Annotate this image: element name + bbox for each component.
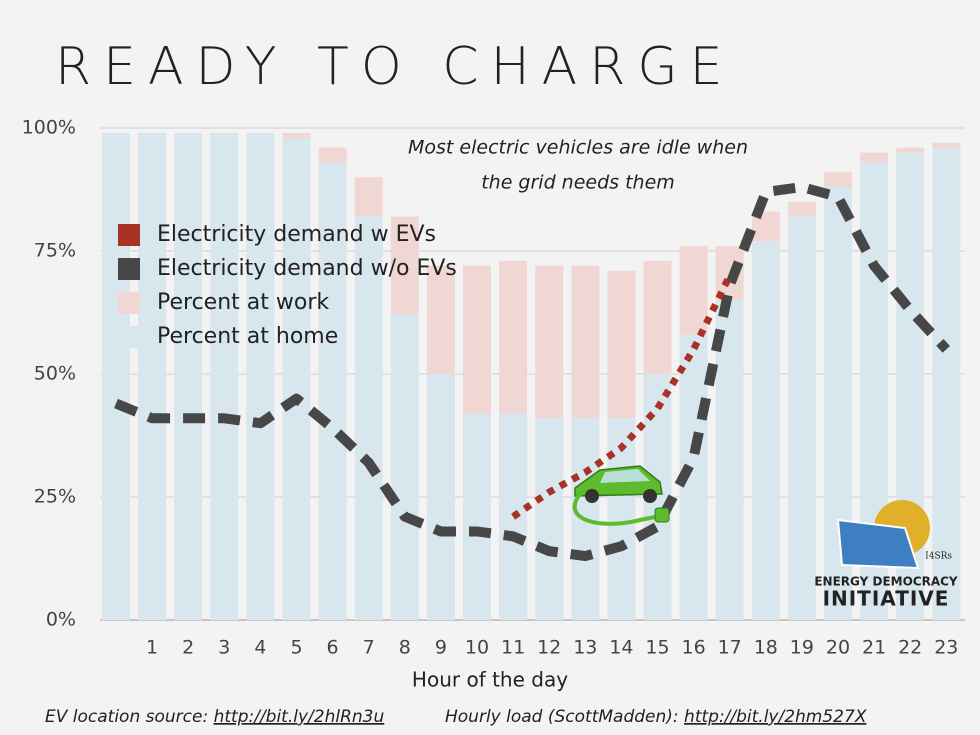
legend-label: Electricity demand w/o EVs (157, 256, 457, 281)
bar (607, 270, 636, 419)
bar (571, 265, 600, 419)
footer: EV location source: http://bit.ly/2hlRn3… (45, 707, 384, 727)
x-tick-label: 17 (718, 637, 742, 659)
chart-title: READY TO CHARGE (55, 37, 735, 97)
x-tick-label: 8 (399, 637, 411, 659)
bar (210, 132, 239, 621)
y-tick-label: 100% (22, 117, 76, 139)
bar (318, 162, 347, 620)
bar (102, 132, 130, 621)
legend-swatch (118, 224, 140, 246)
logo-text: I4SRs (925, 552, 952, 562)
grid (100, 127, 965, 621)
x-tick-label: 11 (501, 637, 525, 659)
bar (932, 142, 961, 148)
x-tick-label: 4 (254, 637, 266, 659)
x-tick-label: 2 (182, 637, 194, 659)
x-tick-label: 12 (537, 637, 561, 659)
legend-swatch (118, 292, 140, 314)
logo-text: INITIATIVE (823, 587, 950, 611)
x-tick-label: 21 (862, 637, 886, 659)
bar (860, 152, 889, 163)
bar (463, 265, 491, 414)
car-icon (572, 465, 670, 526)
bar (390, 314, 419, 620)
bar (282, 137, 311, 620)
footer-link[interactable]: http://bit.ly/2hm527X (684, 707, 867, 727)
bar (354, 216, 383, 620)
bar (354, 177, 383, 217)
x-tick-label: 19 (790, 637, 814, 659)
x-tick-label: 7 (363, 637, 375, 659)
x-tick-label: 3 (218, 637, 230, 659)
bar (174, 132, 203, 621)
bar (463, 413, 491, 620)
legend-swatch (118, 326, 140, 348)
x-tick-label: 5 (290, 637, 302, 659)
legend-swatch (118, 258, 140, 280)
x-tick-label: 13 (573, 637, 597, 659)
bar (535, 418, 564, 620)
x-tick-label: 22 (898, 637, 922, 659)
bar (787, 201, 816, 217)
bar (318, 147, 347, 163)
legend-label: Percent at home (157, 324, 338, 349)
bar (932, 147, 961, 620)
bar (138, 132, 167, 621)
x-axis-label: Hour of the day (412, 668, 568, 692)
line (511, 274, 733, 520)
x-tick-label: 15 (645, 637, 669, 659)
bar (896, 147, 925, 153)
x-tick-label: 14 (609, 637, 633, 659)
x-tick-label: 20 (826, 637, 850, 659)
annotation: the grid needs them (481, 172, 675, 194)
y-tick-label: 25% (34, 486, 76, 508)
y-tick-label: 50% (34, 363, 76, 385)
bar (390, 216, 419, 315)
bar (715, 300, 744, 620)
bar (824, 172, 852, 188)
x-tick-label: 1 (146, 637, 158, 659)
bar (426, 265, 455, 374)
y-tick-label: 0% (46, 609, 76, 631)
x-tick-label: 18 (754, 637, 778, 659)
line (114, 182, 950, 562)
plot-area: 0%25%50%75%100%1 2 3 4 5 6 7 8 9 10 11 12 13 14 15 16 17… (22, 117, 965, 659)
logo: I4SRs ENERGY DEMOCRACY INITIATIVE (814, 500, 958, 611)
bar (787, 216, 816, 620)
bar (679, 246, 708, 335)
bar (426, 374, 455, 620)
annotation: Most electric vehicles are idle when (408, 137, 748, 159)
bar (499, 413, 528, 620)
bar (246, 132, 275, 621)
bar (499, 260, 528, 414)
footer: Hourly load (ScottMadden): http://bit.ly… (445, 707, 867, 727)
legend-label: Percent at work (157, 290, 329, 315)
footer-link[interactable]: http://bit.ly/2hlRn3u (214, 707, 385, 727)
x-tick-label: 6 (327, 637, 339, 659)
x-tick-label: 23 (934, 637, 958, 659)
bar (535, 265, 564, 419)
x-tick-label: 10 (465, 637, 489, 659)
y-tick-label: 75% (34, 240, 76, 262)
footer-text: EV location source: (45, 707, 214, 727)
bar (643, 260, 672, 374)
bar (751, 241, 780, 620)
x-tick-label: 16 (682, 637, 706, 659)
footer-text: Hourly load (ScottMadden): (445, 707, 684, 727)
logo-text: ENERGY DEMOCRACY (814, 575, 958, 589)
x-tick-label: 9 (435, 637, 447, 659)
bar (282, 132, 311, 138)
legend-label: Electricity demand w EVs (157, 222, 436, 247)
